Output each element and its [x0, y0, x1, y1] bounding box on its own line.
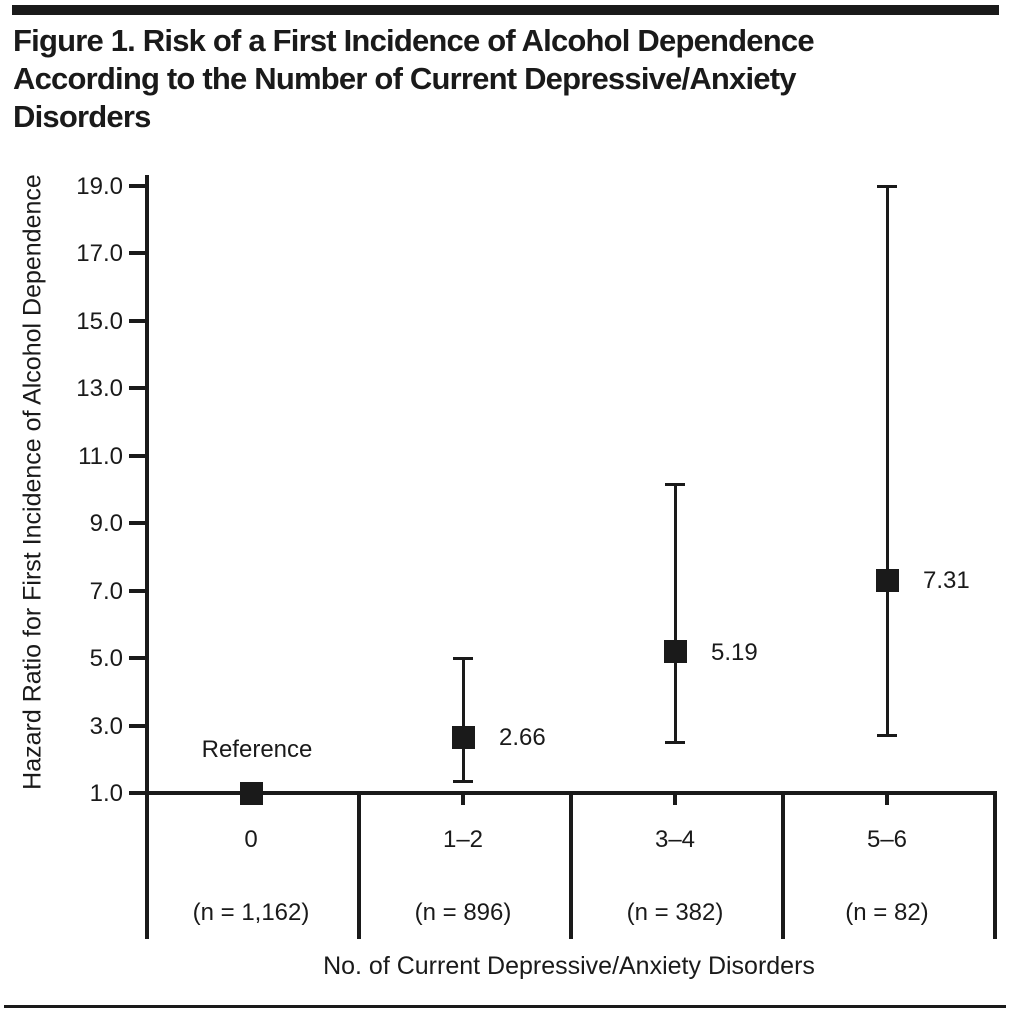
cell-separator	[569, 793, 573, 939]
ci-cap-bottom	[665, 740, 685, 744]
y-tick	[129, 723, 145, 728]
reference-annotation: Reference	[201, 736, 313, 763]
point-marker	[239, 781, 263, 805]
cell-separator	[781, 793, 785, 939]
cell-separator	[993, 793, 997, 939]
y-tick-label: 17.0	[76, 240, 123, 268]
category-label: 5–6	[866, 826, 908, 853]
x-tick	[673, 793, 677, 805]
category-label: 1–2	[442, 826, 484, 853]
y-tick	[129, 251, 145, 256]
cell-separator	[357, 793, 361, 939]
ci-line	[885, 186, 889, 736]
ci-cap-top	[453, 656, 473, 660]
y-tick-label: 15.0	[76, 307, 123, 335]
value-label: 7.31	[923, 567, 970, 595]
ci-cap-bottom	[877, 734, 897, 738]
y-tick-label: 13.0	[76, 375, 123, 403]
ci-cap-bottom	[453, 779, 473, 783]
y-tick	[129, 656, 145, 661]
y-tick	[129, 386, 145, 391]
n-label: (n = 896)	[414, 899, 512, 926]
top-rule	[12, 5, 999, 15]
y-tick-label: 3.0	[89, 712, 123, 740]
y-tick-label: 11.0	[78, 442, 123, 470]
point-marker	[451, 725, 475, 749]
y-tick	[129, 453, 145, 458]
ci-line	[461, 658, 465, 782]
n-label: (n = 382)	[626, 899, 724, 926]
bottom-rule	[4, 1005, 1006, 1008]
x-tick	[461, 793, 465, 805]
point-marker	[875, 568, 899, 592]
x-axis-label: No. of Current Depressive/Anxiety Disord…	[323, 952, 815, 980]
n-label: (n = 1,162)	[192, 899, 310, 926]
ci-cap-top	[665, 482, 685, 486]
y-tick-label: 19.0	[76, 173, 123, 201]
y-tick-label: 5.0	[89, 645, 123, 673]
y-tick	[129, 791, 145, 795]
y-tick-label: 1.0	[89, 780, 123, 807]
point-marker	[663, 640, 687, 664]
y-tick	[129, 521, 145, 526]
y-tick	[129, 588, 145, 593]
y-tick-label: 7.0	[89, 577, 123, 605]
ci-cap-top	[877, 184, 897, 188]
value-label: 5.19	[711, 638, 758, 666]
y-tick	[129, 318, 145, 323]
value-label: 2.66	[499, 724, 546, 752]
category-label: 3–4	[654, 826, 696, 853]
ci-line	[673, 484, 677, 743]
y-tick	[129, 184, 145, 189]
y-tick-label: 9.0	[89, 510, 123, 538]
figure-title: Figure 1. Risk of a First Incidence of A…	[13, 23, 815, 134]
x-tick	[885, 793, 889, 805]
category-label: 0	[244, 826, 258, 853]
y-axis-line	[145, 175, 149, 939]
n-label: (n = 82)	[845, 899, 929, 926]
